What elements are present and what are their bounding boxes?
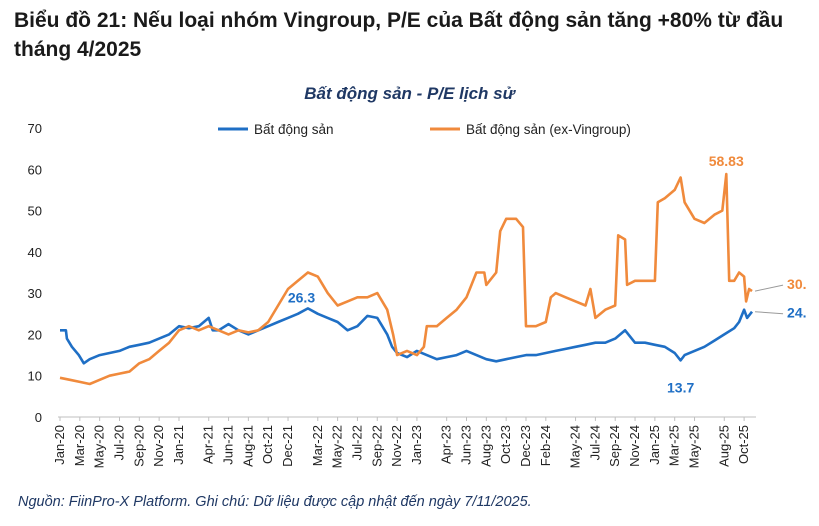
x-tick-label: Nov-24 (627, 425, 642, 467)
x-tick-label: Oct-23 (498, 425, 513, 464)
x-tick-label: Aug-25 (716, 425, 731, 467)
data-label: 26.3 (288, 289, 315, 305)
x-tick-label: May-20 (92, 425, 107, 468)
series-line-bat-dong-san (60, 307, 754, 365)
y-tick-label: 20 (28, 327, 42, 342)
report-heading: Biểu đồ 21: Nếu loại nhóm Vingroup, P/E … (14, 9, 784, 61)
x-tick-label: Jun-21 (221, 425, 236, 465)
x-tick-label: Dec-23 (518, 425, 533, 467)
x-tick-label: Jan-21 (171, 425, 186, 465)
x-tick-label: Apr-21 (201, 425, 216, 464)
x-tick-label: Apr-23 (439, 425, 454, 464)
x-tick-label: Jan-23 (409, 425, 424, 465)
x-tick-label: Feb-24 (538, 425, 553, 466)
x-tick-label: Sep-22 (369, 425, 384, 467)
legend-label: Bất động sản (254, 122, 334, 137)
data-label: 30. (787, 276, 806, 292)
x-tick-label: Oct-21 (260, 425, 275, 464)
y-tick-label: 70 (28, 121, 42, 136)
x-tick-label: Nov-22 (389, 425, 404, 467)
x-tick-label: Jul-20 (111, 425, 126, 460)
x-tick-label: Jun-23 (458, 425, 473, 465)
x-tick-label: Jul-22 (349, 425, 364, 460)
x-tick-label: Mar-25 (667, 425, 682, 466)
x-tick-label: Oct-25 (736, 425, 751, 464)
x-tick-label: Aug-21 (240, 425, 255, 467)
y-tick-label: 0 (35, 410, 42, 425)
x-tick-label: May-24 (568, 425, 583, 468)
x-tick-label: May-22 (330, 425, 345, 468)
series-line-bat-dong-san-ex-vingroup (59, 172, 753, 386)
y-tick-label: 40 (28, 245, 42, 260)
data-label: 24. (787, 305, 806, 321)
x-tick-label: Nov-20 (151, 425, 166, 467)
x-tick-label: Sep-20 (131, 425, 146, 467)
source-footnote: Nguồn: FiinPro-X Platform. Ghi chú: Dữ l… (18, 494, 532, 510)
data-label: 58.83 (709, 153, 744, 169)
x-tick-label: May-25 (687, 425, 702, 468)
x-tick-label: Mar-20 (72, 425, 87, 466)
y-tick-label: 30 (28, 286, 42, 301)
y-tick-label: 10 (28, 369, 42, 384)
x-tick-label: Aug-23 (478, 425, 493, 467)
x-tick-label: Mar-22 (310, 425, 325, 466)
y-tick-label: 50 (28, 204, 42, 219)
data-label-leader (754, 284, 784, 292)
x-tick-label: Jan-20 (52, 425, 67, 465)
x-tick-label: Jul-24 (587, 425, 602, 460)
x-tick-label: Sep-24 (607, 425, 622, 467)
x-tick-label: Dec-21 (280, 425, 295, 467)
x-tick-label: Jan-25 (647, 425, 662, 465)
data-label-leader (754, 311, 784, 315)
chart-title: Bất động sản - P/E lịch sử (304, 84, 515, 103)
data-label: 13.7 (667, 379, 694, 395)
y-tick-label: 60 (28, 162, 42, 177)
legend-label: Bất động sản (ex-Vingroup) (466, 122, 631, 137)
